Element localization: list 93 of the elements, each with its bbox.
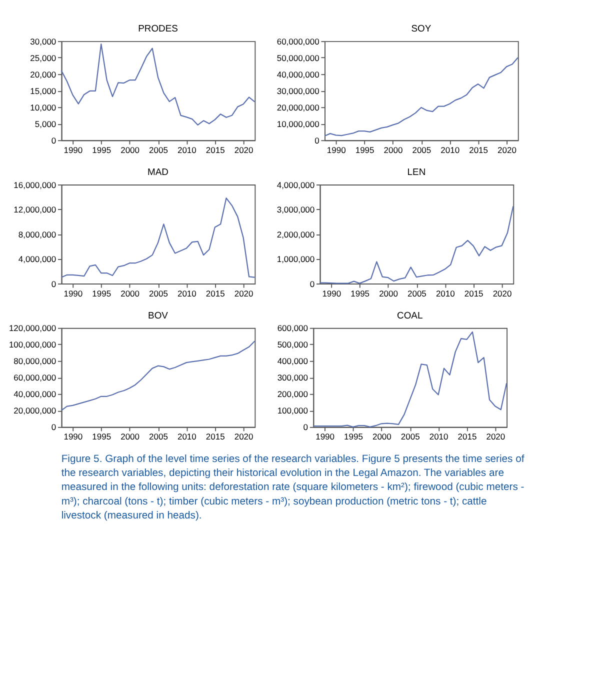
chart-title: SOY xyxy=(411,22,432,34)
y-tick-label: 10,000 xyxy=(30,102,56,112)
line-series xyxy=(324,57,518,137)
x-tick-label: 1995 xyxy=(355,144,375,155)
y-tick-label: 8,000,000 xyxy=(18,229,56,240)
x-tick-label: 1995 xyxy=(92,288,112,298)
chart-title: BOV xyxy=(148,309,169,320)
line-series xyxy=(60,340,256,411)
y-tick-label: 60,000,000 xyxy=(14,372,56,383)
x-tick-label: 2000 xyxy=(120,288,140,298)
x-tick-label: 2010 xyxy=(440,144,460,155)
x-tick-label: 2005 xyxy=(149,432,168,442)
y-tick-label: 20,000,000 xyxy=(14,406,56,416)
x-tick-label: 2010 xyxy=(177,144,197,155)
x-tick-label: 2005 xyxy=(149,288,168,298)
x-tick-label: 2015 xyxy=(206,144,226,155)
chart-title: COAL xyxy=(397,309,423,320)
x-tick-label: 2015 xyxy=(469,144,488,155)
line-series xyxy=(312,331,508,428)
x-tick-label: 1995 xyxy=(92,432,112,442)
x-tick-label: 1995 xyxy=(350,288,370,298)
y-tick-label: 30,000 xyxy=(30,36,56,46)
y-tick-label: 40,000,000 xyxy=(276,69,320,80)
x-tick-label: 2000 xyxy=(120,144,140,155)
x-tick-label: 2010 xyxy=(429,432,449,442)
y-tick-label: 60,000,000 xyxy=(276,36,320,46)
x-tick-label: 2015 xyxy=(206,288,226,298)
y-tick-label: 50,000,000 xyxy=(276,52,320,63)
x-tick-label: 2005 xyxy=(412,144,432,155)
y-tick-label: 200,000 xyxy=(277,389,308,400)
x-tick-label: 2020 xyxy=(234,432,254,442)
y-tick-label: 0 xyxy=(303,422,308,432)
chart-title: PRODES xyxy=(138,22,178,34)
y-tick-label: 30,000,000 xyxy=(276,86,320,96)
x-tick-label: 2010 xyxy=(436,288,456,298)
y-tick-label: 80,000,000 xyxy=(14,356,56,366)
x-tick-label: 2020 xyxy=(234,288,254,298)
y-tick-label: 1,000,000 xyxy=(276,254,315,264)
y-tick-label: 15,000 xyxy=(30,86,56,96)
y-tick-label: 0 xyxy=(51,135,56,146)
y-tick-label: 100,000,000 xyxy=(8,340,56,350)
x-tick-label: 2020 xyxy=(498,144,517,155)
line-series xyxy=(60,44,256,126)
chart-title: LEN xyxy=(407,166,426,178)
x-tick-label: 2015 xyxy=(464,288,484,298)
y-tick-label: 0 xyxy=(314,135,320,146)
y-tick-label: 5,000 xyxy=(34,118,56,129)
y-tick-label: 600,000 xyxy=(277,323,308,334)
y-tick-label: 20,000 xyxy=(30,69,56,80)
x-tick-label: 2000 xyxy=(379,288,398,298)
y-tick-label: 10,000,000 xyxy=(276,118,320,129)
y-tick-label: 0 xyxy=(310,278,315,289)
y-tick-label: 300,000 xyxy=(277,372,308,383)
line-series xyxy=(319,206,514,284)
x-tick-label: 2020 xyxy=(486,432,506,442)
y-tick-label: 3,000,000 xyxy=(276,204,315,215)
y-tick-label: 40,000,000 xyxy=(14,389,56,400)
y-tick-label: 25,000 xyxy=(30,52,56,63)
y-tick-label: 100,000 xyxy=(277,406,308,416)
x-tick-label: 2015 xyxy=(458,432,477,442)
x-tick-label: 2005 xyxy=(408,288,427,298)
x-tick-label: 2005 xyxy=(149,144,168,155)
y-tick-label: 4,000,000 xyxy=(18,254,56,264)
y-tick-label: 4,000,000 xyxy=(276,180,315,190)
x-tick-label: 2020 xyxy=(234,144,254,155)
x-tick-label: 2000 xyxy=(384,144,403,155)
line-series xyxy=(60,198,256,278)
y-tick-label: 16,000,000 xyxy=(14,180,56,190)
x-tick-label: 1995 xyxy=(344,432,364,442)
x-tick-label: 2015 xyxy=(206,432,226,442)
x-tick-label: 1990 xyxy=(326,144,346,155)
y-tick-label: 120,000,000 xyxy=(8,323,56,334)
x-tick-label: 1990 xyxy=(64,144,83,155)
x-tick-label: 2000 xyxy=(372,432,392,442)
y-tick-label: 400,000 xyxy=(277,356,308,366)
x-tick-label: 1990 xyxy=(322,288,342,298)
y-tick-label: 0 xyxy=(51,422,56,432)
x-tick-label: 2005 xyxy=(400,432,420,442)
x-tick-label: 2020 xyxy=(492,288,512,298)
y-tick-label: 2,000,000 xyxy=(276,229,315,240)
y-tick-label: 0 xyxy=(51,278,56,289)
x-tick-label: 1990 xyxy=(316,432,335,442)
y-tick-label: 12,000,000 xyxy=(14,204,56,215)
y-tick-label: 500,000 xyxy=(277,340,308,350)
y-tick-label: 20,000,000 xyxy=(276,102,320,112)
caption: Figure 5. Graph of the level time series of the research variables. Figure 5 presents the time series of the research variables, depicting their historical evolution in the Legal Amazon. The variables are measured in the following units: deforestation rate (square kilometers - km²); firewood (cubic meters - m³); charcoal (tons - t); timber (cubic meters - m³); soybean production (metric tons - t); cattle livestock (measured in heads). xyxy=(61,454,524,522)
chart-title: MAD xyxy=(148,166,169,178)
x-tick-label: 2010 xyxy=(177,288,197,298)
x-tick-label: 1990 xyxy=(64,288,83,298)
x-tick-label: 2010 xyxy=(177,432,197,442)
x-tick-label: 2000 xyxy=(120,432,140,442)
x-tick-label: 1995 xyxy=(92,144,112,155)
x-tick-label: 1990 xyxy=(64,432,83,442)
